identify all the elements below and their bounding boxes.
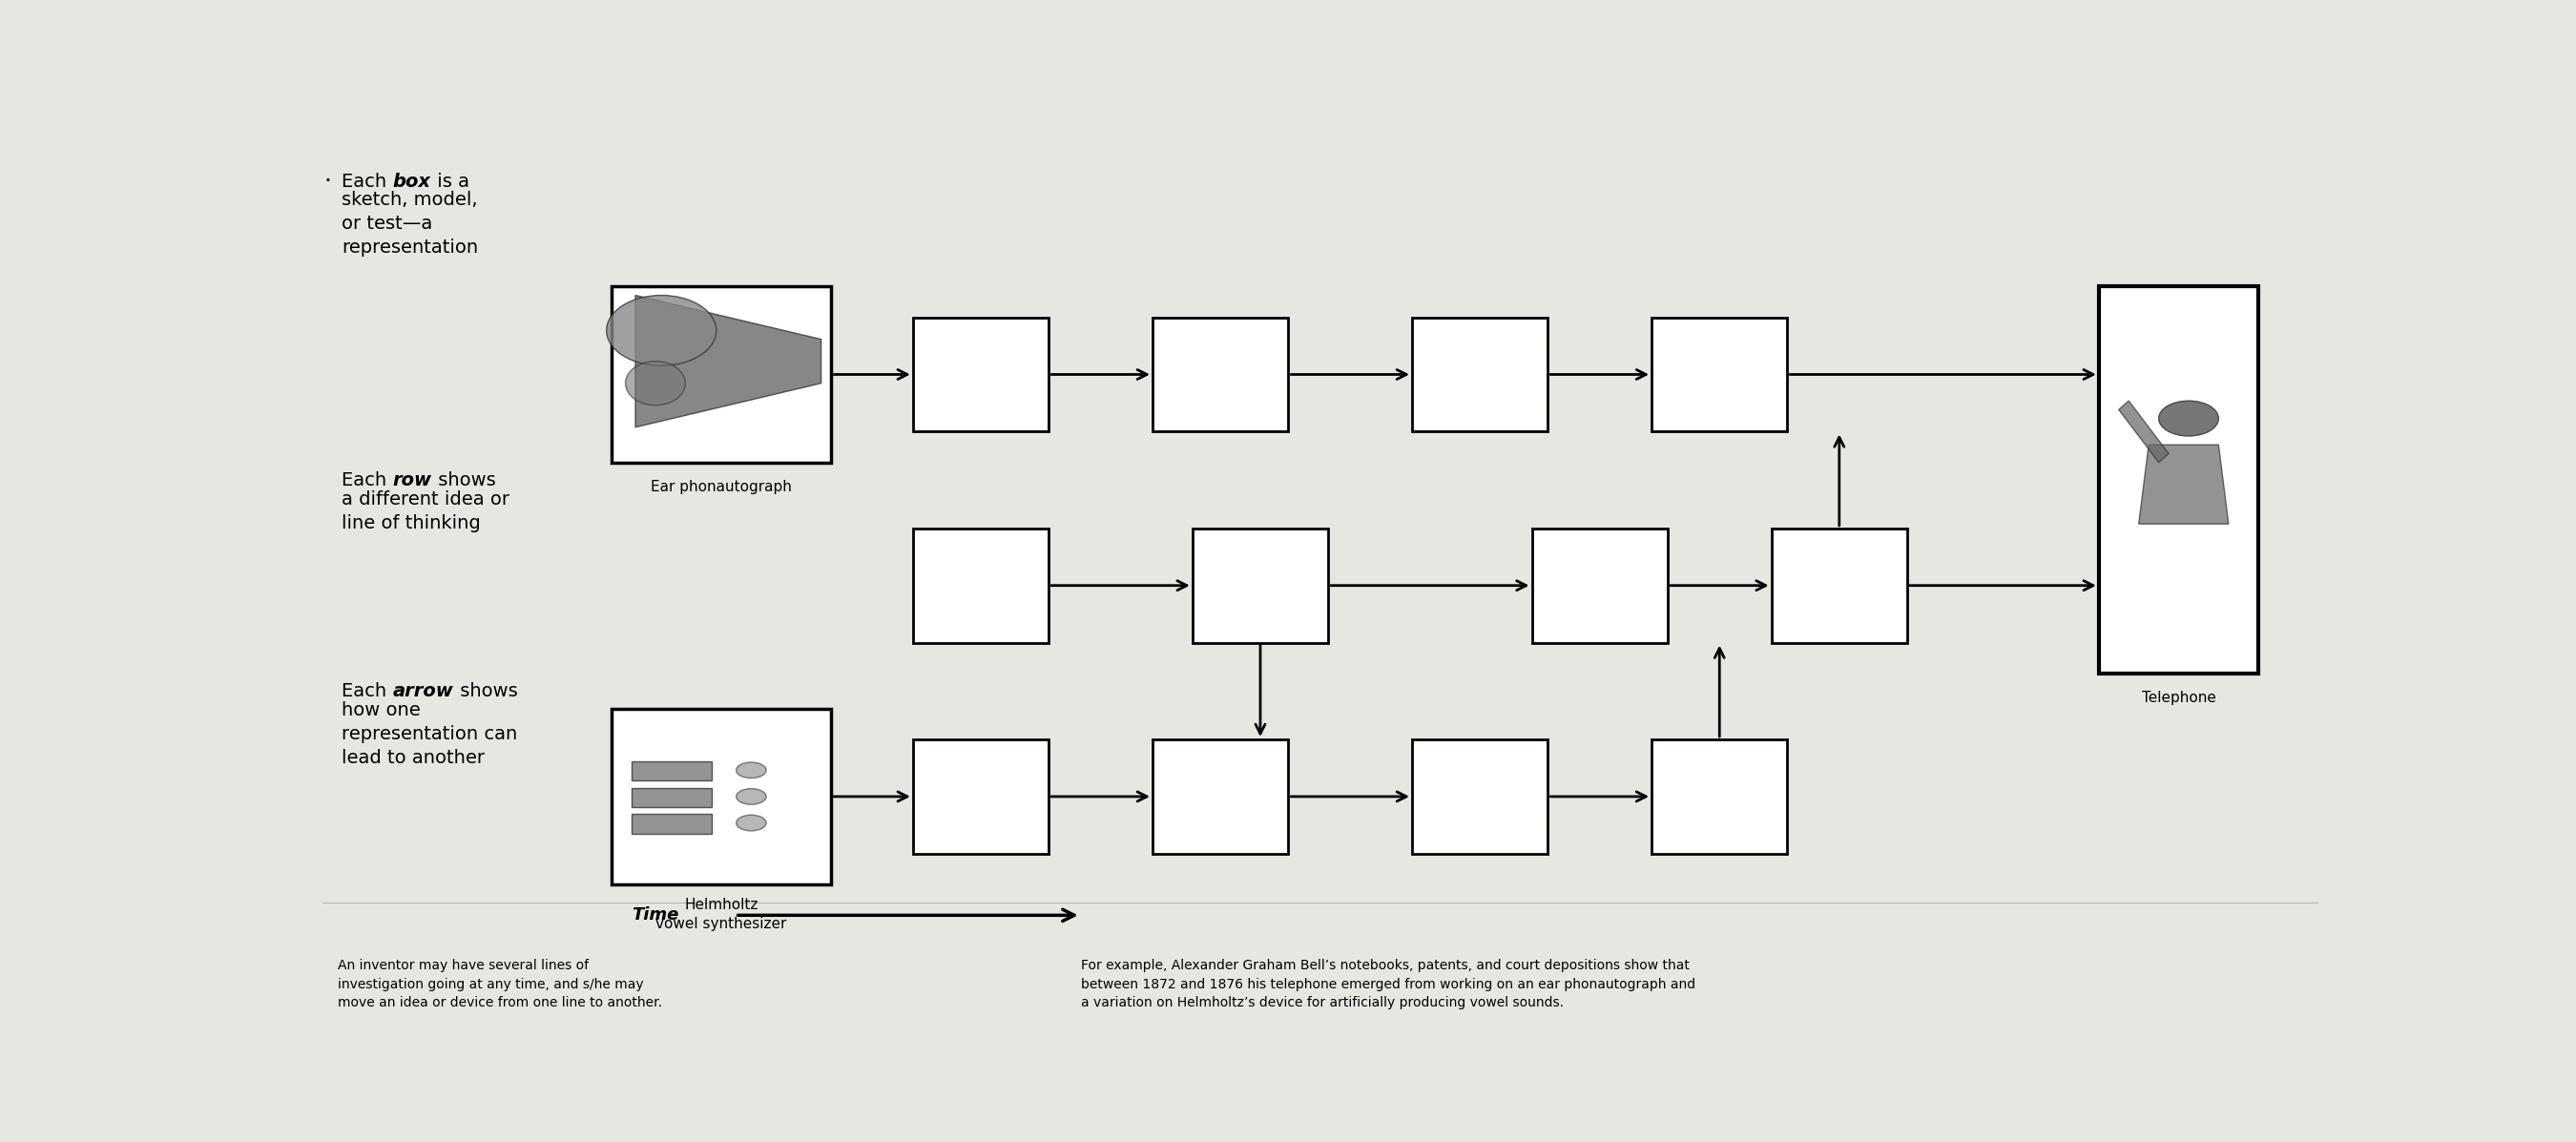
Text: a different idea or
line of thinking: a different idea or line of thinking: [343, 490, 510, 532]
Bar: [1651, 317, 1788, 432]
Ellipse shape: [737, 815, 765, 831]
Text: shows: shows: [453, 682, 518, 700]
Bar: [912, 739, 1048, 854]
Bar: [611, 287, 832, 463]
Ellipse shape: [2159, 401, 2218, 436]
Text: Telephone: Telephone: [2141, 691, 2215, 706]
Bar: [1533, 529, 1667, 643]
Polygon shape: [636, 296, 822, 427]
Text: .: .: [325, 163, 332, 186]
Ellipse shape: [737, 762, 765, 778]
Bar: [616, 710, 827, 883]
Polygon shape: [2138, 445, 2228, 524]
Bar: [1151, 317, 1288, 432]
Bar: [1151, 739, 1288, 854]
Bar: [912, 529, 1048, 643]
Polygon shape: [2117, 401, 2169, 463]
Text: how one
representation can
lead to another: how one representation can lead to anoth…: [343, 701, 518, 767]
Bar: [1772, 529, 1906, 643]
Text: is a: is a: [430, 172, 469, 191]
Bar: [1412, 739, 1548, 854]
Text: For example, Alexander Graham Bell’s notebooks, patents, and court depositions s: For example, Alexander Graham Bell’s not…: [1082, 959, 1695, 1010]
Ellipse shape: [737, 789, 765, 804]
Bar: [912, 317, 1048, 432]
Text: Time: Time: [631, 907, 677, 924]
Bar: [611, 708, 832, 884]
Text: shows: shows: [433, 472, 495, 489]
Text: Each: Each: [343, 682, 394, 700]
Bar: [1651, 739, 1788, 854]
Bar: [616, 288, 827, 460]
Text: An inventor may have several lines of
investigation going at any time, and s/he : An inventor may have several lines of in…: [337, 959, 662, 1010]
Bar: [1412, 317, 1548, 432]
Text: Ear phonautograph: Ear phonautograph: [652, 480, 791, 494]
Bar: [2102, 288, 2254, 671]
Text: box: box: [394, 172, 430, 191]
Text: sketch, model,
or test—a
representation: sketch, model, or test—a representation: [343, 191, 479, 257]
Bar: [631, 788, 711, 807]
Text: Each: Each: [343, 172, 394, 191]
Text: arrow: arrow: [394, 682, 453, 700]
Bar: [631, 814, 711, 834]
Text: Each: Each: [343, 472, 394, 489]
Bar: [2099, 287, 2259, 674]
Bar: [631, 762, 711, 781]
Text: row: row: [394, 472, 433, 489]
Text: Helmholtz
vowel synthesizer: Helmholtz vowel synthesizer: [657, 898, 786, 931]
Ellipse shape: [626, 361, 685, 405]
Ellipse shape: [605, 296, 716, 365]
Bar: [1193, 529, 1329, 643]
